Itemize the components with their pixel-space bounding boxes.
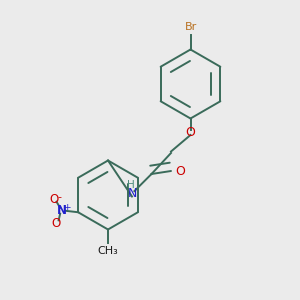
Text: O: O	[186, 125, 195, 139]
Text: +: +	[63, 203, 71, 212]
Text: O: O	[52, 217, 61, 230]
Text: O: O	[50, 193, 59, 206]
Text: H: H	[127, 180, 134, 190]
Text: -: -	[58, 192, 62, 202]
Text: N: N	[57, 204, 67, 217]
Text: N: N	[127, 187, 137, 200]
Text: Br: Br	[184, 22, 196, 32]
Text: O: O	[175, 164, 185, 178]
Text: CH₃: CH₃	[98, 246, 118, 256]
